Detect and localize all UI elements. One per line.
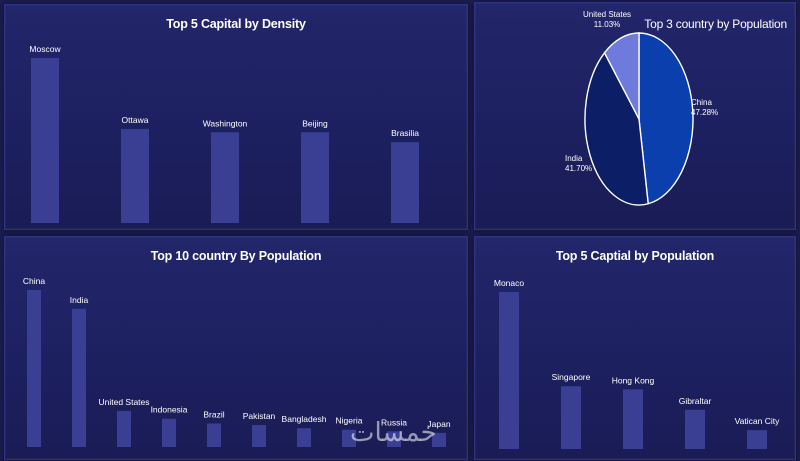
country-label-pakistan: Pakistan xyxy=(243,411,276,421)
country-bar-india xyxy=(72,308,86,447)
country-bar-pakistan xyxy=(252,425,266,447)
pie-chart-title: Top 3 country by Population xyxy=(644,17,787,31)
country-bar-japan xyxy=(432,432,446,447)
density-chart-panel: Top 5 Capital by Density Moscow Ottawa Was… xyxy=(4,4,468,230)
pie-value-india: 41.70% xyxy=(565,164,592,173)
population-pie-panel: Top 3 country by Population China 47.28% I… xyxy=(474,2,796,230)
density-bar-ottawa xyxy=(121,128,149,223)
pie-slice-china xyxy=(638,32,694,205)
capital-label-singapore: Singapore xyxy=(552,372,591,382)
country-label-china: China xyxy=(23,276,45,286)
density-label-brasilia: Brasilia xyxy=(391,128,419,138)
watermark-logo: خمسات xyxy=(350,418,437,448)
country-label-bangladesh: Bangladesh xyxy=(282,414,327,424)
capital-label-vatican-city: Vatican City xyxy=(735,416,780,426)
country-bar-china xyxy=(27,290,41,447)
density-bar-moscow xyxy=(31,58,59,223)
density-bar-beijing xyxy=(301,132,329,223)
density-label-beijing: Beijing xyxy=(302,118,328,128)
country-bar-nigeria xyxy=(342,429,356,447)
country-label-indonesia: Indonesia xyxy=(151,405,188,415)
country-bar-indonesia xyxy=(162,418,176,447)
country-label-india: India xyxy=(70,295,89,305)
density-bar-chart: Moscow Ottawa Washington Beijing Brasilia xyxy=(29,44,419,223)
country-bar-united-states xyxy=(117,410,131,447)
capital-bar-hong-kong xyxy=(623,389,643,449)
density-bar-brasilia xyxy=(391,142,419,223)
country-label-russia: Russia xyxy=(381,417,407,427)
density-label-washington: Washington xyxy=(203,118,248,128)
capital-chart-panel: Top 5 Captial by Population Monaco Singap… xyxy=(474,236,796,460)
country-bar-bangladesh xyxy=(297,428,311,447)
country-bar-russia xyxy=(387,431,401,447)
country-bar-brazil xyxy=(207,423,221,447)
capital-label-gibraltar: Gibraltar xyxy=(679,396,712,406)
pie-label-india: India xyxy=(565,154,583,163)
pie-value-united-states: 11.03% xyxy=(594,20,621,29)
density-bar-washington xyxy=(211,132,239,223)
density-label-ottawa: Ottawa xyxy=(122,115,149,125)
country-label-japan: Japan xyxy=(427,419,450,429)
country-label-nigeria: Nigeria xyxy=(336,416,363,426)
capital-chart-title: Top 5 Captial by Population xyxy=(555,249,715,263)
capital-label-monaco: Monaco xyxy=(494,278,525,288)
capital-bar-vatican-city xyxy=(747,430,767,449)
pie-slice-united-states xyxy=(603,32,640,120)
capital-bar-singapore xyxy=(561,386,581,449)
density-chart-title: Top 5 Capital by Density xyxy=(166,17,306,31)
pie-label-united-states: United States xyxy=(583,10,631,19)
country-label-united-states: United States xyxy=(98,397,149,407)
capital-label-hong-kong: Hong Kong xyxy=(612,375,655,385)
country-label-brazil: Brazil xyxy=(203,409,224,419)
capital-bar-chart: Monaco Singapore Hong Kong Gibraltar Vatican… xyxy=(494,278,780,449)
density-label-moscow: Moscow xyxy=(29,44,61,54)
capital-bar-monaco xyxy=(499,292,519,449)
pie-value-china: 47.28% xyxy=(691,108,718,117)
pie-slice-india xyxy=(584,51,649,206)
capital-bar-gibraltar xyxy=(685,409,705,449)
country-chart-title: Top 10 country By Population xyxy=(150,249,322,263)
pie-label-china: China xyxy=(691,98,712,107)
country-chart-panel: Top 10 country By Population China India U… xyxy=(4,236,468,460)
